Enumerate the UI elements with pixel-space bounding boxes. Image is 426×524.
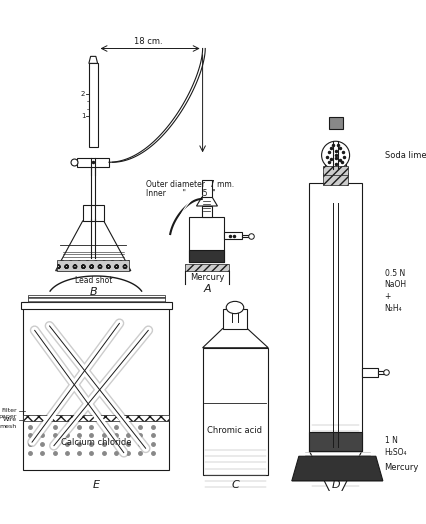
Polygon shape	[309, 451, 362, 493]
Text: Soda lime: Soda lime	[385, 151, 426, 160]
Text: Mercury: Mercury	[385, 463, 419, 472]
Text: 0.5 N
NaOH
+
N₂H₄: 0.5 N NaOH + N₂H₄	[385, 269, 407, 313]
Polygon shape	[292, 459, 383, 481]
Text: Chromic acid: Chromic acid	[207, 427, 262, 435]
Bar	[309, 432, 362, 451]
Bar	[23, 302, 170, 470]
Polygon shape	[56, 221, 131, 271]
Text: D: D	[331, 480, 340, 490]
Text: Filter
paper: Filter paper	[0, 408, 17, 419]
Text: A: A	[203, 284, 211, 294]
Bar	[328, 117, 343, 129]
Bar	[362, 368, 377, 377]
Bar	[28, 295, 165, 302]
Bar	[377, 370, 386, 374]
Bar	[190, 250, 225, 262]
Text: Mercury: Mercury	[190, 273, 224, 282]
Text: Lead shot: Lead shot	[75, 276, 112, 285]
Text: 1: 1	[81, 113, 85, 119]
Text: Calcium chloride: Calcium chloride	[60, 438, 131, 447]
Bar	[78, 158, 109, 167]
Bar	[309, 183, 362, 451]
Text: Wire
mesh: Wire mesh	[0, 418, 17, 429]
Bar	[242, 235, 251, 237]
Ellipse shape	[322, 141, 350, 169]
Bar	[225, 232, 242, 239]
Polygon shape	[292, 456, 383, 481]
Bar	[185, 264, 229, 271]
Bar	[58, 260, 129, 271]
Ellipse shape	[226, 301, 244, 314]
Bar	[323, 166, 348, 174]
Bar	[323, 173, 348, 185]
Bar	[20, 302, 172, 309]
Text: 2: 2	[81, 91, 85, 97]
Bar	[83, 205, 104, 221]
Bar	[203, 348, 268, 475]
Text: 18 cm.: 18 cm.	[134, 37, 163, 46]
Bar	[202, 180, 212, 197]
Polygon shape	[196, 197, 218, 206]
Text: C: C	[231, 480, 239, 490]
Text: Inner       "       5  ": Inner " 5 "	[146, 189, 216, 198]
Text: 1 N
H₂SO₄: 1 N H₂SO₄	[385, 436, 407, 457]
Bar	[223, 309, 247, 329]
Text: E: E	[92, 480, 99, 490]
Polygon shape	[89, 57, 98, 63]
Bar	[325, 164, 346, 183]
Bar	[89, 63, 98, 147]
Text: B: B	[89, 287, 97, 297]
Text: Outer diameter  7 mm.: Outer diameter 7 mm.	[146, 180, 234, 189]
Bar	[23, 415, 170, 421]
Bar	[202, 206, 212, 216]
Bar	[190, 216, 225, 262]
Polygon shape	[203, 329, 268, 348]
